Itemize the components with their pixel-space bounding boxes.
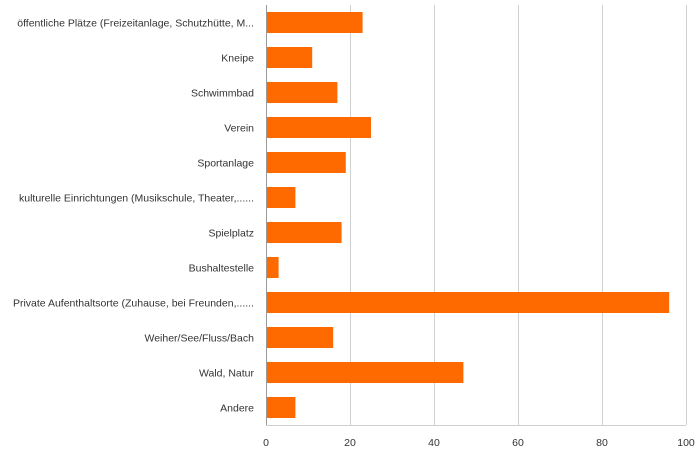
- category-label: Kneipe: [221, 53, 254, 65]
- bar: [267, 327, 334, 348]
- bar: [267, 12, 363, 33]
- x-tick-label: 80: [596, 437, 608, 449]
- bar: [267, 152, 346, 173]
- x-tick-label: 60: [512, 437, 524, 449]
- x-tick-label: 0: [263, 437, 269, 449]
- bar: [267, 257, 279, 278]
- category-label: öffentliche Plätze (Freizeitanlage, Schu…: [17, 18, 254, 30]
- category-label: Weiher/See/Fluss/Bach: [144, 333, 254, 345]
- category-label: Andere: [220, 403, 254, 415]
- category-label: Verein: [224, 123, 254, 135]
- category-label: Spielplatz: [208, 228, 254, 240]
- bar: [267, 117, 371, 138]
- category-label: Bushaltestelle: [189, 263, 255, 275]
- x-tick-label: 100: [677, 437, 695, 449]
- category-label: Schwimmbad: [191, 88, 254, 100]
- category-label: kulturelle Einrichtungen (Musikschule, T…: [19, 193, 254, 205]
- category-label-layer: öffentliche Plätze (Freizeitanlage, Schu…: [13, 18, 255, 415]
- bar: [267, 47, 313, 68]
- bar: [267, 292, 670, 313]
- bar-layer: [267, 12, 670, 418]
- category-label: Private Aufenthaltsorte (Zuhause, bei Fr…: [13, 298, 254, 310]
- category-label: Wald, Natur: [199, 368, 255, 380]
- bar: [267, 82, 338, 103]
- bar: [267, 222, 342, 243]
- x-tick-layer: 0 20 40 60 80 100: [263, 437, 695, 449]
- bar: [267, 362, 464, 383]
- bar: [267, 187, 296, 208]
- x-tick-label: 20: [344, 437, 356, 449]
- bar: [267, 397, 296, 418]
- category-label: Sportanlage: [197, 158, 254, 170]
- grid-layer: [266, 5, 687, 426]
- x-tick-label: 40: [428, 437, 440, 449]
